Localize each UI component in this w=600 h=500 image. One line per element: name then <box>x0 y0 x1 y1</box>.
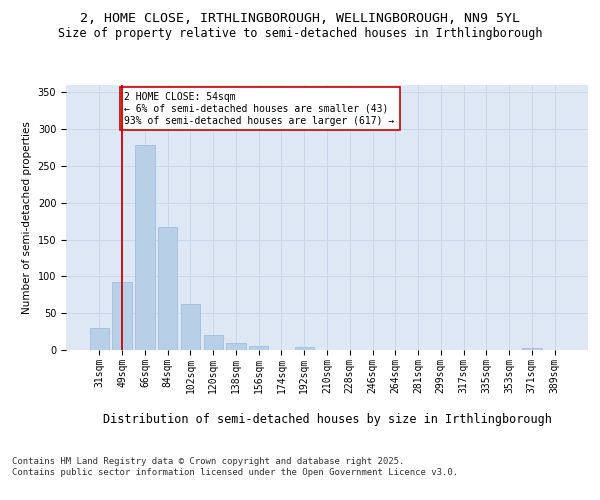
Bar <box>295 347 314 350</box>
Bar <box>203 334 223 350</box>
Bar <box>158 227 178 350</box>
Y-axis label: Number of semi-detached properties: Number of semi-detached properties <box>22 121 32 314</box>
Bar <box>181 304 200 350</box>
Bar <box>90 328 109 350</box>
Text: Distribution of semi-detached houses by size in Irthlingborough: Distribution of semi-detached houses by … <box>103 412 551 426</box>
Bar <box>249 346 268 350</box>
Text: 2, HOME CLOSE, IRTHLINGBOROUGH, WELLINGBOROUGH, NN9 5YL: 2, HOME CLOSE, IRTHLINGBOROUGH, WELLINGB… <box>80 12 520 26</box>
Bar <box>522 348 542 350</box>
Text: 2 HOME CLOSE: 54sqm
← 6% of semi-detached houses are smaller (43)
93% of semi-de: 2 HOME CLOSE: 54sqm ← 6% of semi-detache… <box>124 92 395 126</box>
Bar <box>226 342 245 350</box>
Text: Size of property relative to semi-detached houses in Irthlingborough: Size of property relative to semi-detach… <box>58 28 542 40</box>
Bar <box>112 282 132 350</box>
Text: Contains HM Land Registry data © Crown copyright and database right 2025.
Contai: Contains HM Land Registry data © Crown c… <box>12 458 458 477</box>
Bar <box>135 146 155 350</box>
